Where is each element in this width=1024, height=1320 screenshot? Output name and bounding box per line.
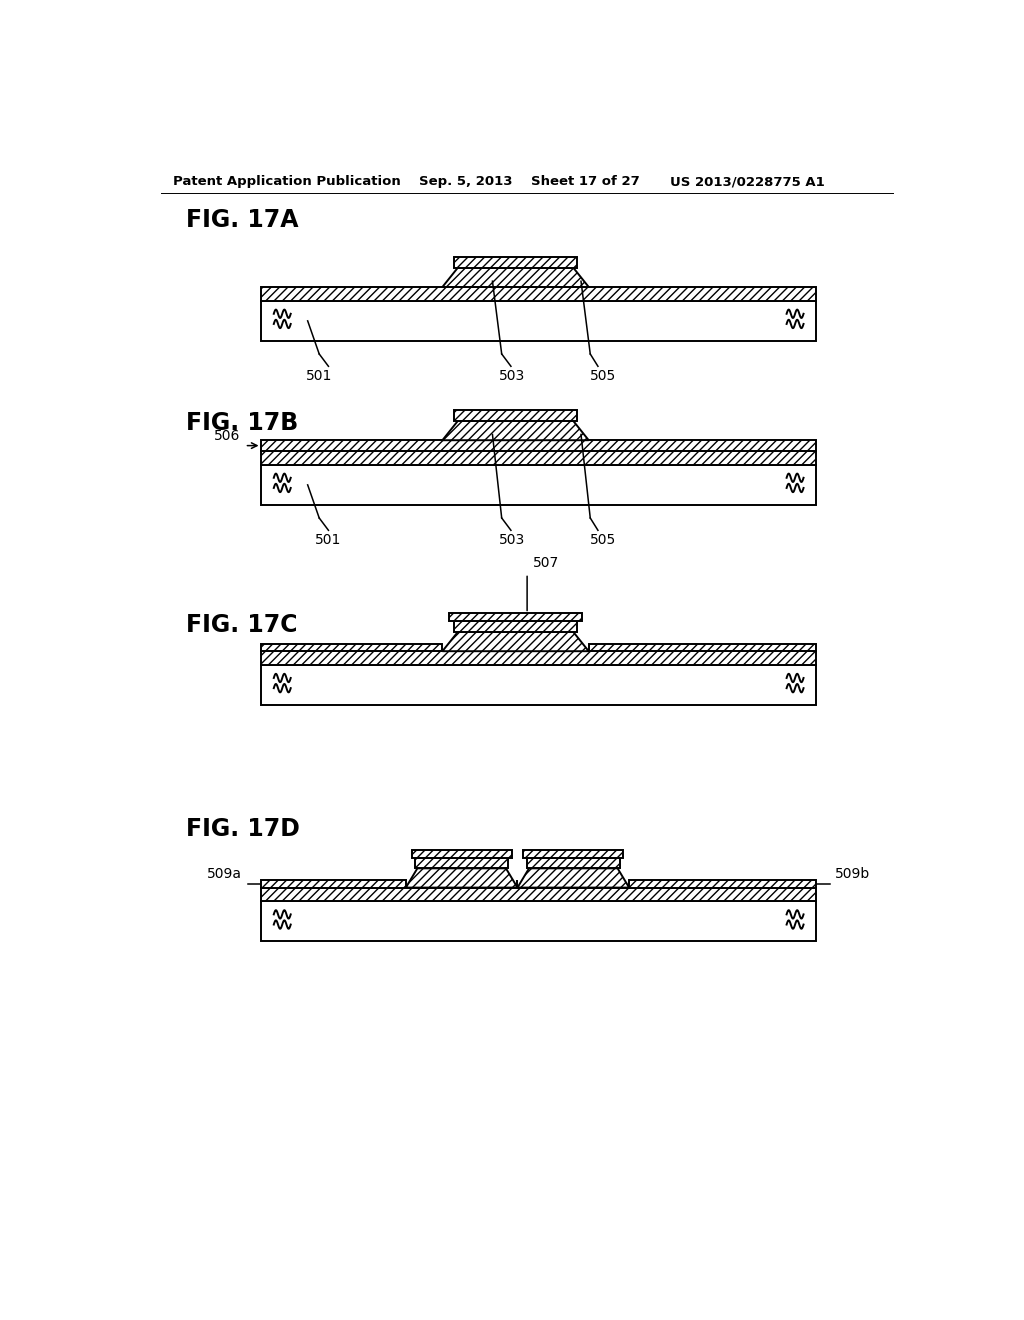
Text: Sheet 17 of 27: Sheet 17 of 27 (531, 176, 640, 189)
Bar (527, 858, 620, 869)
Polygon shape (517, 869, 629, 887)
Text: 506: 506 (214, 429, 240, 442)
Bar (261, 301, 816, 341)
Polygon shape (442, 632, 589, 651)
Text: FIG. 17B: FIG. 17B (186, 411, 298, 436)
Bar (261, 465, 816, 506)
Bar (412, 850, 512, 858)
Text: 501: 501 (306, 370, 333, 383)
Text: 507: 507 (534, 556, 559, 570)
Bar (261, 651, 816, 665)
Bar (589, 644, 816, 651)
Bar (261, 665, 816, 705)
Bar (454, 257, 578, 268)
Bar (416, 858, 508, 869)
Bar (261, 644, 442, 651)
Bar (629, 880, 816, 887)
Bar (261, 880, 406, 887)
Text: 503: 503 (499, 370, 525, 383)
Text: US 2013/0228775 A1: US 2013/0228775 A1 (670, 176, 824, 189)
Bar (261, 887, 816, 902)
Bar (261, 441, 816, 451)
Text: 509a: 509a (207, 867, 243, 880)
Bar (261, 286, 816, 301)
Polygon shape (406, 869, 517, 887)
Text: Sep. 5, 2013: Sep. 5, 2013 (419, 176, 513, 189)
Bar (454, 622, 578, 632)
Text: Patent Application Publication: Patent Application Publication (173, 176, 400, 189)
Bar (523, 850, 624, 858)
Polygon shape (442, 421, 589, 441)
Text: FIG. 17A: FIG. 17A (186, 209, 299, 232)
Text: FIG. 17C: FIG. 17C (186, 612, 298, 636)
Text: 501: 501 (315, 533, 342, 548)
Bar (454, 411, 578, 421)
Bar (261, 451, 816, 465)
Text: 505: 505 (590, 533, 615, 548)
Text: FIG. 17D: FIG. 17D (186, 817, 300, 841)
Bar (450, 614, 582, 622)
Bar (261, 902, 816, 941)
Text: 505: 505 (590, 370, 615, 383)
Text: 509b: 509b (836, 867, 870, 880)
Text: 503: 503 (499, 533, 525, 548)
Polygon shape (442, 268, 589, 286)
